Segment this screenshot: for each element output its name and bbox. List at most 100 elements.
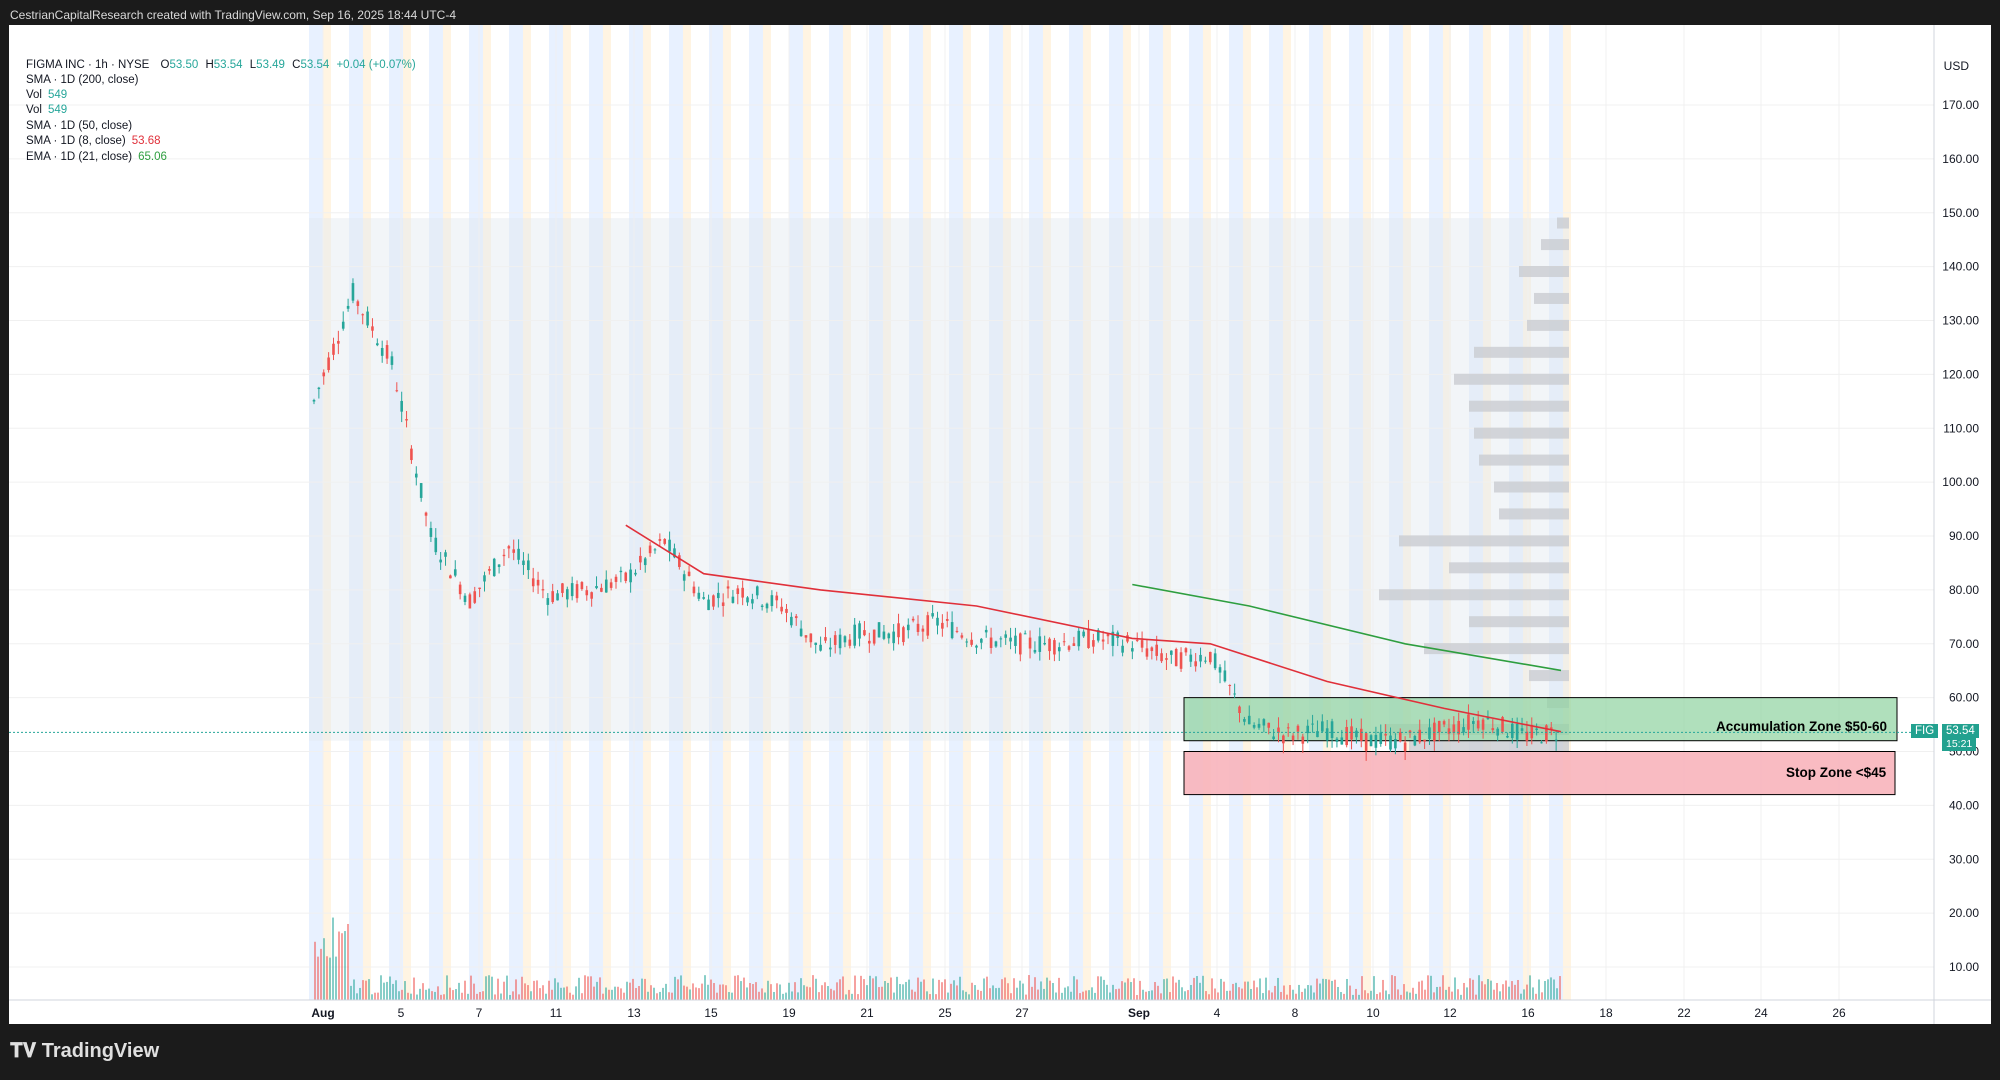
volume-bar xyxy=(503,981,505,1000)
session-shade xyxy=(429,25,443,1000)
price-candle xyxy=(595,586,598,589)
volume-bar xyxy=(1067,986,1069,1000)
price-candle xyxy=(327,357,330,371)
symbol-title: FIGMA INC · 1h · NYSE xyxy=(26,59,150,71)
volume-bar xyxy=(1289,985,1291,1000)
volume-bar xyxy=(1448,986,1450,1000)
session-shade xyxy=(949,25,963,1000)
volume-bar xyxy=(1100,976,1102,1000)
price-candle xyxy=(371,326,374,331)
volume-bar xyxy=(359,987,361,1000)
volume-bar xyxy=(1424,989,1426,1000)
session-shade xyxy=(363,25,371,1000)
ohlc-open: 53.50 xyxy=(169,59,199,71)
volume-bar xyxy=(398,991,400,1000)
volume-bar xyxy=(572,994,574,1000)
session-shade xyxy=(1123,25,1131,1000)
legend-value: 53.68 xyxy=(131,135,161,147)
volume-bar xyxy=(977,989,979,1000)
price-candle xyxy=(619,570,623,573)
session-shade xyxy=(1203,25,1211,1000)
volume-bar xyxy=(1484,984,1486,1000)
price-tick-label: 40.00 xyxy=(1949,798,1979,812)
price-candle xyxy=(853,624,856,646)
price-candle xyxy=(1111,631,1115,646)
volume-bar xyxy=(1172,976,1174,1000)
session-shade xyxy=(1443,25,1451,1000)
session-shade xyxy=(323,25,331,1000)
volume-bar xyxy=(437,986,439,1000)
volume-profile-bar xyxy=(1454,373,1569,385)
volume-bar xyxy=(602,993,604,1000)
volume-bar xyxy=(1148,991,1150,1000)
price-candle xyxy=(1481,719,1485,730)
volume-bar xyxy=(491,976,493,1000)
price-candle xyxy=(945,619,949,621)
volume-bar xyxy=(1466,987,1468,1000)
volume-bar xyxy=(1355,988,1357,1000)
legend-row-sma8[interactable]: SMA · 1D (8, close) 53.68 xyxy=(26,135,160,147)
volume-bar xyxy=(938,979,940,1000)
price-candle xyxy=(1520,728,1524,731)
volume-bar xyxy=(1490,980,1492,1000)
price-candle xyxy=(492,558,496,577)
volume-bar xyxy=(548,980,550,1000)
session-shade xyxy=(1363,25,1371,1000)
legend-row-sma50[interactable]: SMA · 1D (50, close) xyxy=(26,120,132,132)
ema21-line xyxy=(1132,583,1562,672)
volume-bar xyxy=(1364,990,1366,1000)
volume-bar xyxy=(1010,993,1012,1000)
volume-bar xyxy=(626,981,628,1000)
volume-bar xyxy=(488,975,490,1000)
volume-bar xyxy=(1235,982,1237,1000)
price-candle xyxy=(351,283,355,301)
volume-bar xyxy=(1508,986,1510,1000)
price-candle xyxy=(1170,650,1173,655)
volume-bar xyxy=(434,991,436,1000)
volume-profile-bar xyxy=(1474,346,1569,358)
volume-bar xyxy=(1079,993,1081,1000)
volume-bar xyxy=(950,983,952,1000)
currency-label[interactable]: USD xyxy=(1943,59,1969,73)
price-candle xyxy=(833,635,837,645)
price-candle xyxy=(463,595,467,602)
volume-bar xyxy=(557,982,559,1000)
volume-bar xyxy=(710,979,712,1000)
volume-profile-bar xyxy=(1529,670,1569,682)
price-candle xyxy=(473,591,477,603)
session-shade xyxy=(923,25,931,1000)
volume-bar xyxy=(494,994,496,1000)
volume-bar xyxy=(470,975,472,1000)
chart-area[interactable]: 10.00 20.00 30.00 40.00 50.00 60.00 70.00 80.00… xyxy=(9,25,1991,1024)
price-chart[interactable]: 10.0020.0030.0040.0050.0060.0070.0080.00… xyxy=(9,25,1991,1024)
legend-row-ema21[interactable]: EMA · 1D (21, close) 65.06 xyxy=(26,151,167,163)
stop-zone xyxy=(1183,751,1896,796)
price-tick-label: 120.00 xyxy=(1942,367,1979,381)
price-candle xyxy=(497,564,501,568)
legend-row-sma200[interactable]: SMA · 1D (200, close) xyxy=(26,74,138,86)
tradingview-logo[interactable]: 𝐓𝐕 TradingView xyxy=(10,1040,159,1063)
legend-row-vol-2[interactable]: Vol 549 xyxy=(26,104,67,116)
session-shade xyxy=(1483,25,1491,1000)
price-tick-label: 150.00 xyxy=(1942,206,1979,220)
volume-bar xyxy=(905,981,907,1000)
legend-label: SMA · 1D (200, close) xyxy=(26,74,139,86)
volume-bar xyxy=(875,976,877,1000)
price-candle xyxy=(1043,642,1046,645)
session-shade xyxy=(1109,25,1123,1000)
volume-bar xyxy=(1157,985,1159,1000)
price-candle xyxy=(629,569,632,583)
volume-bar xyxy=(974,985,976,1000)
price-candle xyxy=(634,572,637,575)
volume-bar xyxy=(461,992,463,1000)
volume-bar xyxy=(878,987,880,1000)
price-candle xyxy=(1131,648,1134,652)
legend-row-vol[interactable]: Vol 549 xyxy=(26,89,67,101)
volume-bar xyxy=(1247,981,1249,1000)
legend-label: EMA · 1D (21, close) xyxy=(26,151,133,163)
volume-bar xyxy=(452,990,454,1000)
price-candle xyxy=(1277,727,1280,733)
volume-bar xyxy=(1241,988,1243,1000)
volume-bar xyxy=(728,992,730,1000)
time-tick-label: 10 xyxy=(1366,1006,1380,1020)
